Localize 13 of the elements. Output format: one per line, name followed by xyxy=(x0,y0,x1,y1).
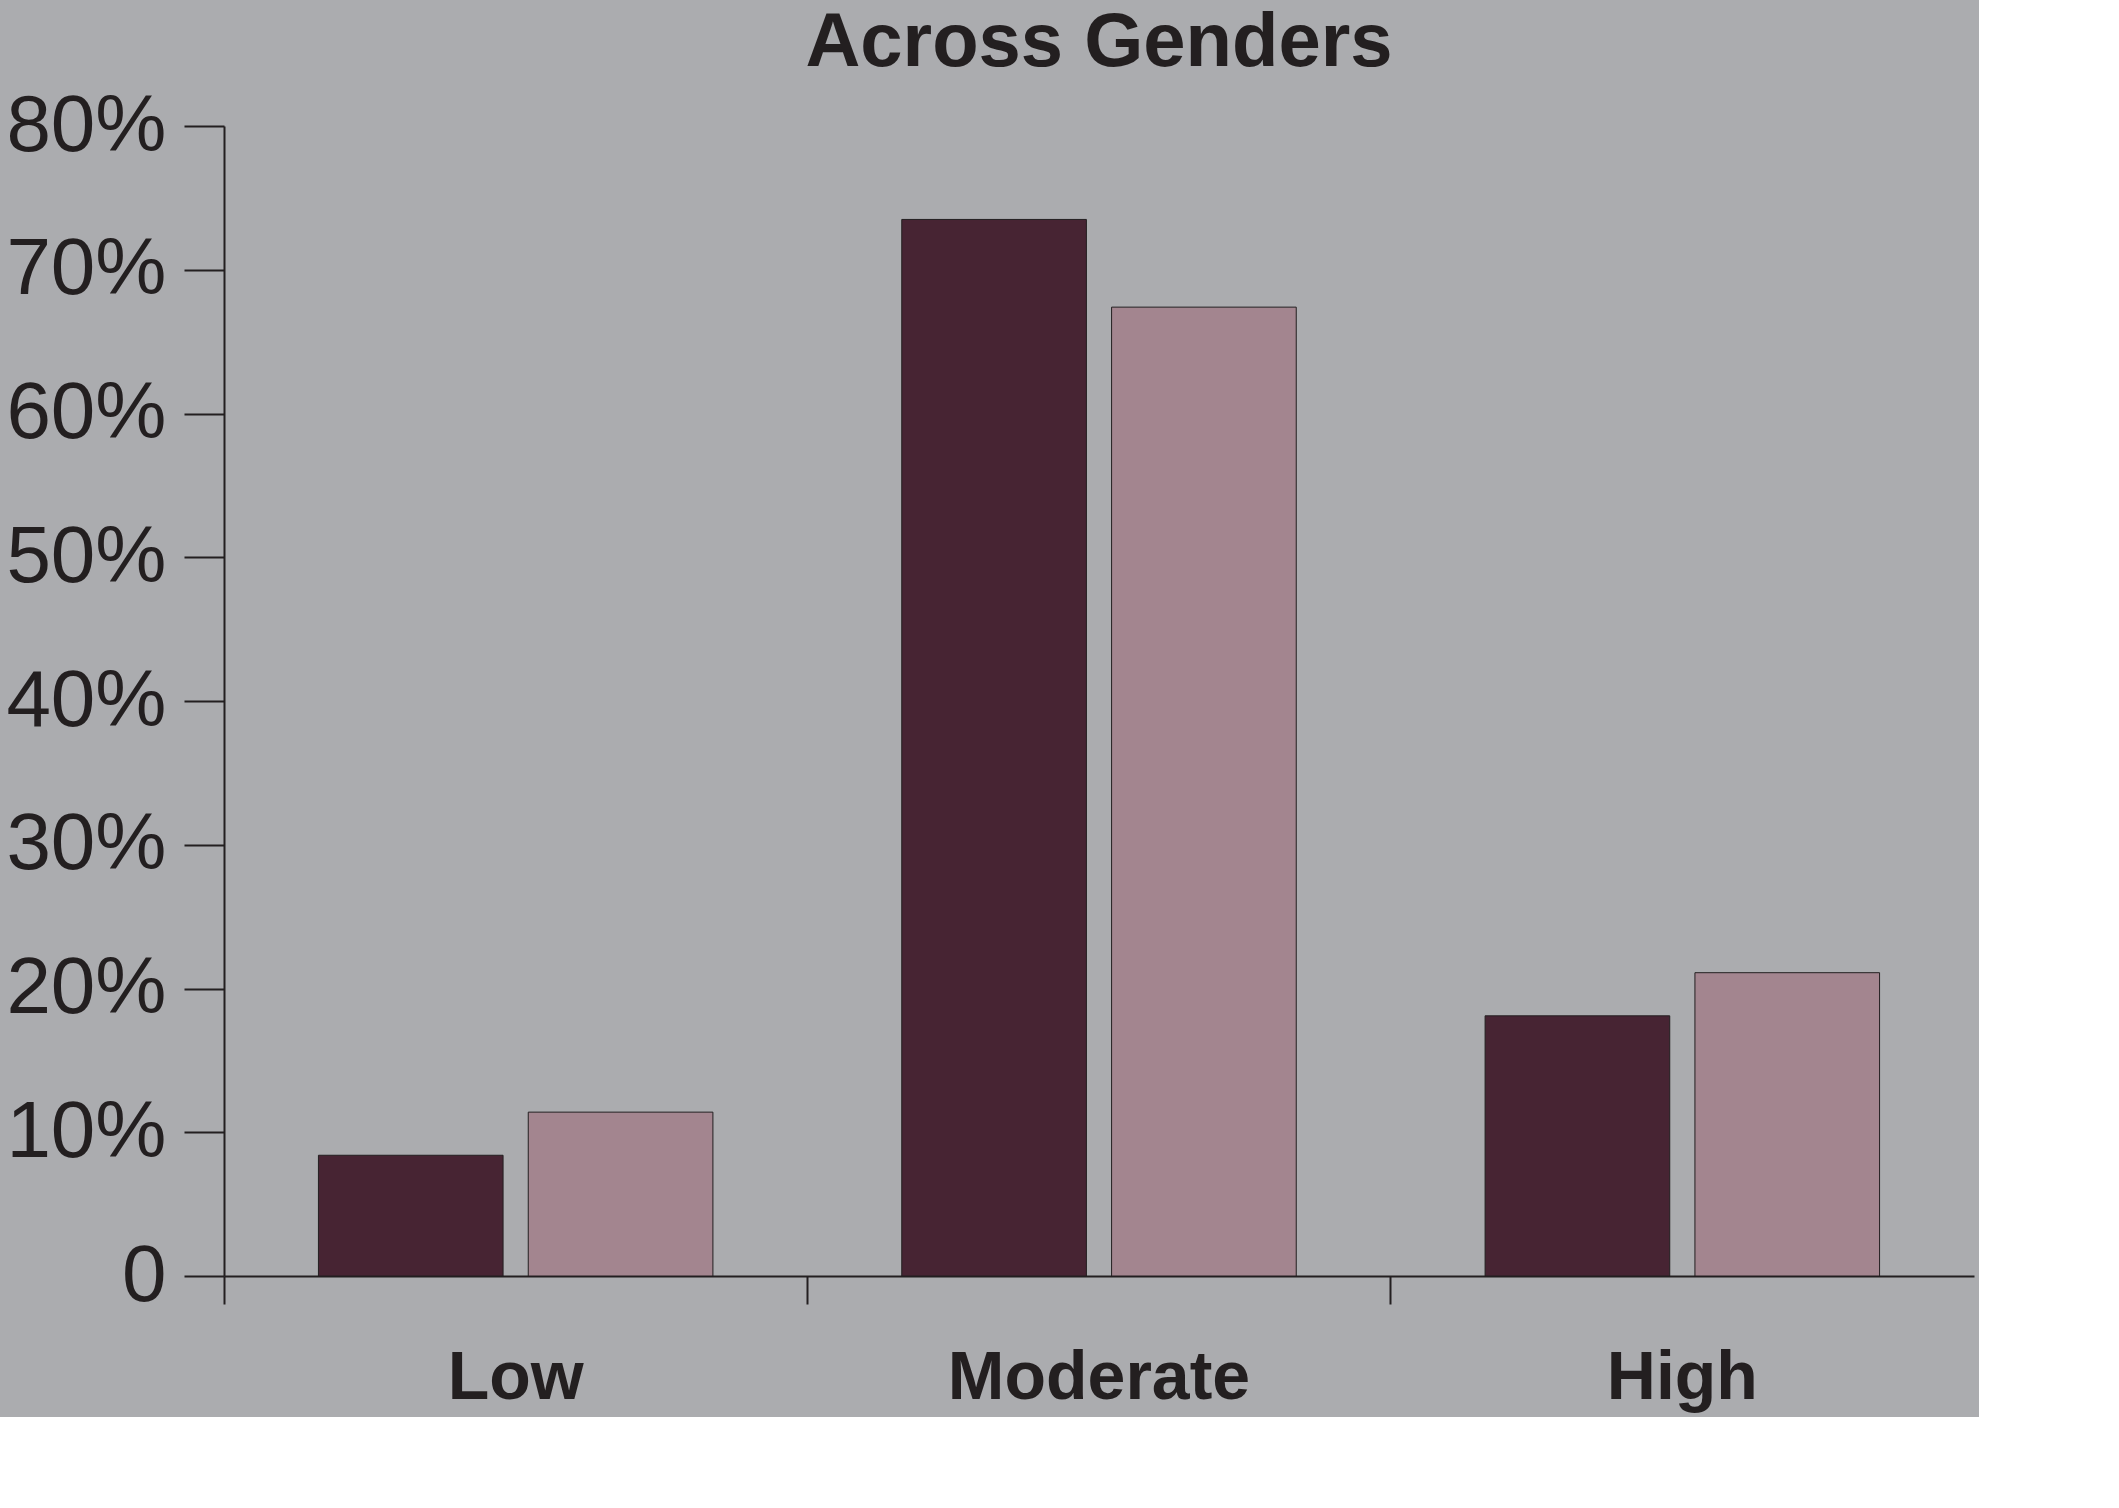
y-tick-label: 0 xyxy=(122,1228,167,1318)
x-tick-label: Low xyxy=(447,1336,585,1413)
y-tick-label: 40% xyxy=(6,653,167,743)
y-tick-label: 80% xyxy=(6,78,167,168)
y-tick-label: 60% xyxy=(6,366,167,455)
chart-title: Across Genders xyxy=(805,0,1393,82)
x-tick-label: High xyxy=(1606,1336,1758,1413)
y-tick-label: 10% xyxy=(6,1084,167,1174)
x-tick-label: Moderate xyxy=(947,1336,1251,1413)
y-tick-label: 20% xyxy=(6,941,167,1030)
y-tick-label: 50% xyxy=(6,509,167,599)
y-tick-label: 70% xyxy=(6,222,167,312)
y-tick-label: 30% xyxy=(6,797,167,887)
